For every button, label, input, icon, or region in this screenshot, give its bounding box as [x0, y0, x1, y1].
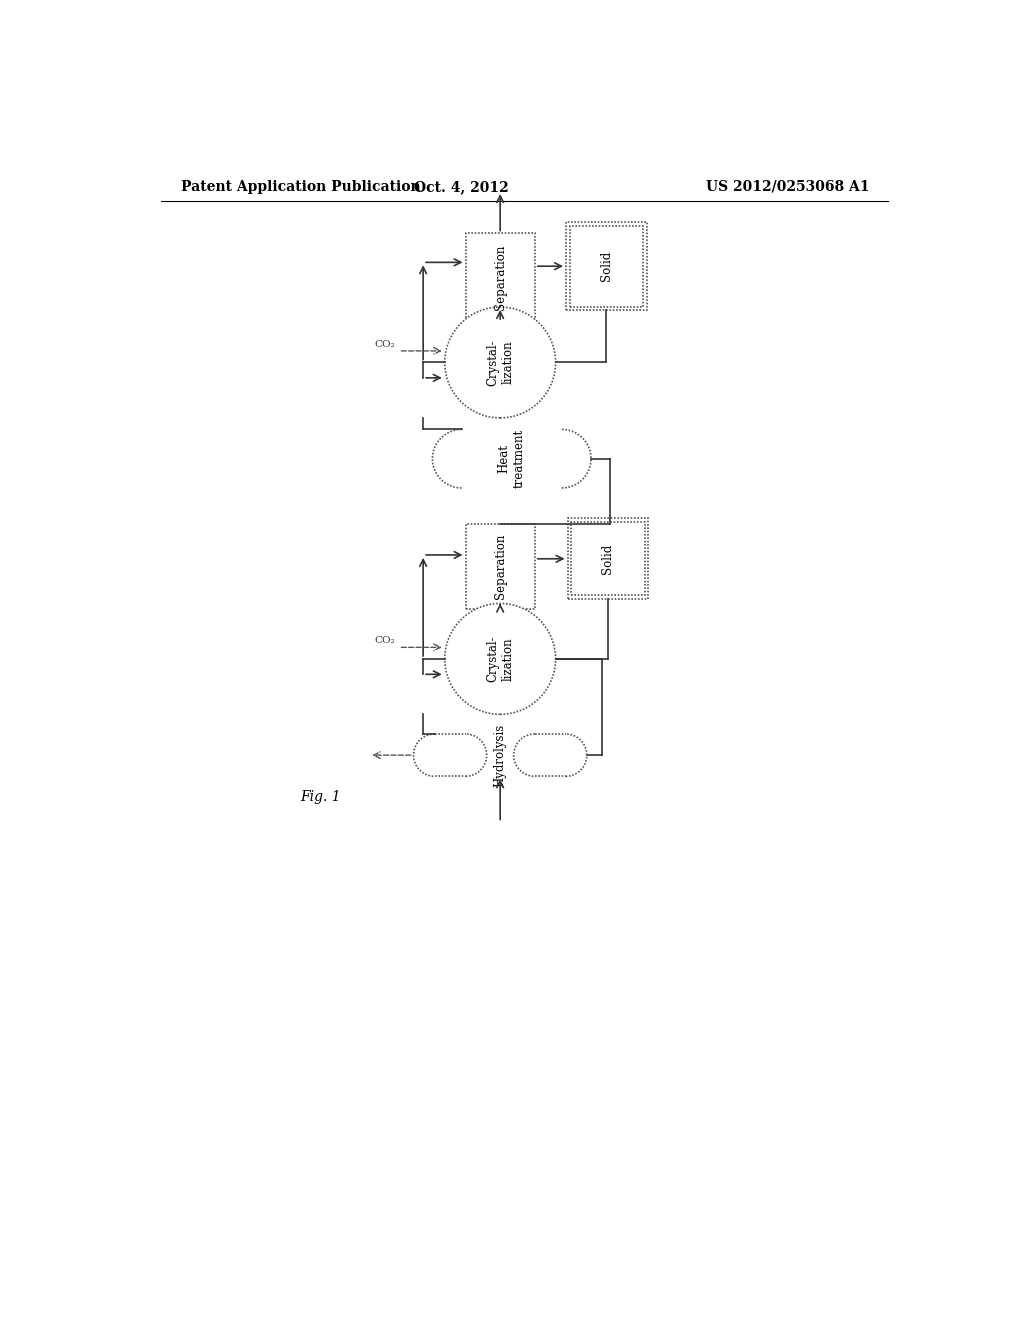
Text: Crystal-
lization: Crystal- lization [486, 339, 514, 385]
Text: Solid: Solid [601, 544, 614, 574]
Text: Solid: Solid [600, 251, 613, 281]
Bar [569, 226, 643, 306]
Text: Oct. 4, 2012: Oct. 4, 2012 [415, 180, 509, 194]
Text: Separation: Separation [494, 246, 507, 310]
Text: Fig. 1: Fig. 1 [300, 791, 341, 804]
Ellipse shape [444, 308, 556, 418]
Ellipse shape [444, 603, 556, 714]
Bar [567, 519, 648, 599]
Bar [566, 222, 647, 310]
Text: Crystal-
lization: Crystal- lization [486, 636, 514, 682]
Bar [466, 234, 535, 322]
Text: Separation: Separation [494, 533, 507, 599]
Text: Patent Application Publication: Patent Application Publication [180, 180, 420, 194]
Text: Heat
treatment: Heat treatment [498, 429, 525, 488]
Bar [466, 524, 535, 609]
Text: CO₂: CO₂ [374, 636, 394, 645]
Bar [571, 523, 644, 595]
Text: US 2012/0253068 A1: US 2012/0253068 A1 [707, 180, 869, 194]
Text: CO₂: CO₂ [374, 339, 394, 348]
Text: Hydrolysis: Hydrolysis [494, 723, 507, 787]
